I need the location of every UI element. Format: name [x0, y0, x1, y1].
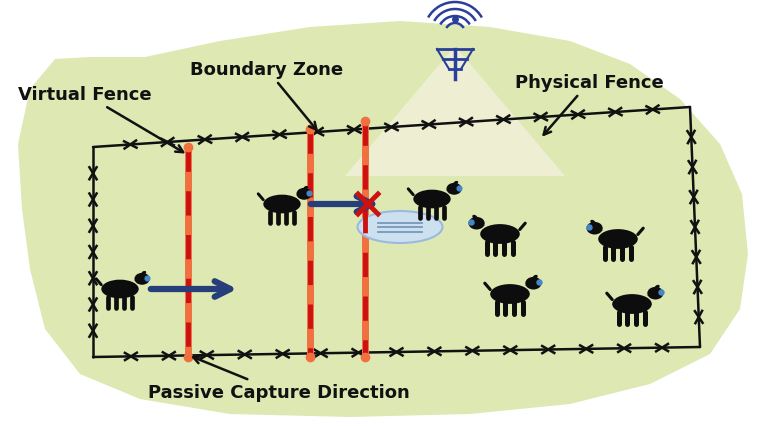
Ellipse shape — [648, 287, 663, 300]
Ellipse shape — [303, 187, 308, 190]
Polygon shape — [296, 196, 309, 198]
Ellipse shape — [263, 195, 301, 214]
Polygon shape — [445, 191, 458, 193]
Ellipse shape — [468, 217, 485, 230]
Polygon shape — [524, 285, 538, 287]
Ellipse shape — [296, 188, 312, 200]
Ellipse shape — [591, 220, 595, 225]
Ellipse shape — [101, 280, 139, 299]
Ellipse shape — [533, 275, 538, 279]
Polygon shape — [472, 225, 486, 227]
Polygon shape — [134, 281, 147, 282]
Text: Physical Fence: Physical Fence — [515, 74, 663, 135]
Ellipse shape — [525, 277, 541, 290]
Ellipse shape — [357, 211, 442, 243]
Text: Passive Capture Direction: Passive Capture Direction — [148, 357, 410, 401]
Polygon shape — [590, 230, 603, 232]
Ellipse shape — [613, 294, 652, 314]
Ellipse shape — [454, 181, 458, 185]
Ellipse shape — [598, 230, 638, 249]
Ellipse shape — [654, 285, 660, 289]
Ellipse shape — [490, 285, 530, 304]
Polygon shape — [345, 47, 565, 177]
Ellipse shape — [587, 222, 603, 235]
Text: Virtual Fence: Virtual Fence — [18, 86, 183, 153]
Ellipse shape — [480, 225, 520, 245]
Ellipse shape — [446, 184, 462, 195]
Ellipse shape — [141, 271, 146, 275]
Polygon shape — [18, 22, 748, 417]
Ellipse shape — [472, 215, 477, 219]
Ellipse shape — [135, 273, 150, 285]
Text: Boundary Zone: Boundary Zone — [190, 61, 343, 130]
Polygon shape — [647, 295, 660, 297]
Ellipse shape — [413, 190, 451, 209]
